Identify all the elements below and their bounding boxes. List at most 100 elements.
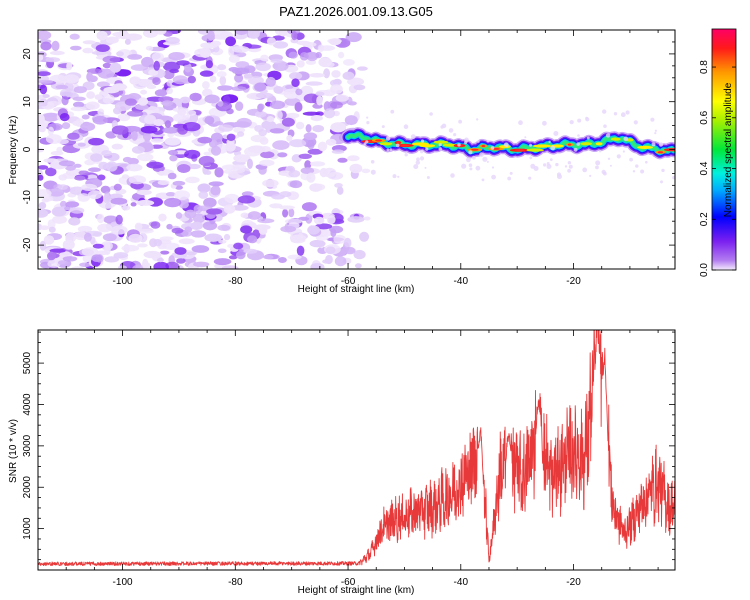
ridge-halo-dot	[524, 136, 527, 139]
noise-blob	[309, 73, 325, 78]
noise-blob	[101, 150, 112, 157]
noise-blob	[179, 96, 191, 104]
noise-blob	[65, 201, 80, 208]
snr-ytick-label: 1000	[22, 517, 33, 540]
noise-blob	[282, 208, 289, 218]
noise-blob	[102, 233, 117, 242]
noise-blob	[156, 257, 164, 263]
noise-blob	[127, 157, 139, 165]
noise-blob	[289, 72, 303, 80]
noise-blob	[262, 179, 279, 188]
ridge-halo-dot	[469, 167, 473, 171]
noise-blob	[247, 211, 261, 220]
ridge-halo-dot	[486, 139, 490, 143]
ridge-halo-dot	[564, 165, 568, 168]
noise-blob	[160, 250, 170, 255]
noise-blob	[243, 73, 253, 79]
noise-blob	[315, 51, 322, 59]
noise-blob	[102, 62, 112, 69]
noise-blob	[257, 218, 275, 224]
ridge-halo-dot	[582, 167, 588, 173]
noise-blob	[60, 88, 77, 98]
spectrogram-ridge	[341, 109, 675, 184]
noise-blob	[145, 45, 154, 51]
noise-blob	[38, 209, 49, 218]
noise-blob	[218, 124, 234, 132]
noise-blob	[279, 191, 292, 198]
noise-blob	[62, 122, 71, 130]
noise-blob	[61, 95, 69, 106]
ridge-halo-dot	[622, 150, 626, 153]
noise-blob	[124, 98, 137, 106]
noise-blob	[208, 181, 224, 187]
noise-blob	[121, 174, 130, 179]
noise-blob	[165, 192, 176, 197]
noise-blob	[197, 183, 211, 193]
noise-blob	[303, 132, 318, 140]
noise-blob	[70, 207, 85, 214]
noise-blob	[39, 84, 48, 95]
spectrogram-noise	[38, 30, 371, 269]
noise-blob	[172, 113, 187, 123]
ridge-halo-dot	[413, 164, 419, 170]
noise-blob	[187, 75, 196, 84]
noise-blob	[77, 142, 86, 147]
noise-blob	[80, 122, 96, 132]
ridge-halo-dot	[403, 124, 409, 129]
ridge-halo-dot	[633, 120, 638, 125]
ridge-halo-dot	[440, 125, 444, 129]
noise-blob	[335, 94, 349, 102]
noise-blob	[111, 143, 124, 150]
noise-blob	[294, 102, 303, 112]
noise-blob	[355, 263, 362, 269]
noise-blob	[233, 154, 251, 163]
noise-blob	[182, 114, 190, 120]
noise-blob	[280, 225, 297, 233]
noise-blob	[162, 242, 180, 250]
noise-blob	[176, 60, 190, 66]
noise-blob	[137, 153, 154, 162]
noise-blob	[307, 225, 320, 235]
noise-blob	[97, 223, 113, 233]
noise-blob	[191, 245, 210, 253]
noise-blob	[56, 146, 63, 153]
ridge-halo-dot	[491, 166, 495, 169]
noise-blob	[140, 125, 158, 134]
noise-blob	[168, 52, 185, 61]
ridge-halo-dot	[420, 139, 425, 143]
noise-blob	[315, 91, 325, 97]
ridge-halo-dot	[659, 142, 664, 147]
noise-blob	[209, 75, 217, 83]
noise-blob	[163, 197, 182, 208]
noise-blob	[153, 238, 163, 247]
noise-blob	[70, 106, 87, 112]
noise-blob	[83, 232, 92, 242]
snr-xtick-label: -80	[228, 577, 243, 588]
noise-blob	[237, 195, 256, 204]
noise-blob	[235, 101, 244, 111]
snr-ytick-label: 2000	[22, 476, 33, 499]
noise-blob	[208, 139, 218, 148]
noise-blob	[143, 30, 158, 38]
ridge-hotspot	[595, 142, 603, 146]
noise-blob	[140, 89, 148, 95]
noise-blob	[47, 126, 55, 136]
noise-blob	[204, 233, 223, 242]
noise-blob	[136, 189, 152, 196]
noise-blob	[295, 121, 305, 130]
noise-blob	[47, 251, 56, 261]
noise-blob	[283, 88, 300, 100]
ridge-halo-dot	[595, 165, 599, 170]
noise-blob	[253, 224, 271, 231]
noise-blob	[171, 227, 184, 234]
noise-blob	[250, 134, 267, 143]
noise-blob	[124, 33, 143, 41]
noise-blob	[289, 139, 307, 148]
noise-blob	[79, 262, 92, 268]
noise-blob	[153, 261, 169, 269]
noise-blob	[333, 234, 347, 244]
ridge-hotspot	[610, 137, 621, 141]
ridge-halo-dot	[546, 162, 550, 165]
noise-blob	[77, 225, 93, 233]
snr-tick-labels: -100 -80 -60 -40 -20 1000 2000 3000 4000 5000	[22, 352, 581, 588]
